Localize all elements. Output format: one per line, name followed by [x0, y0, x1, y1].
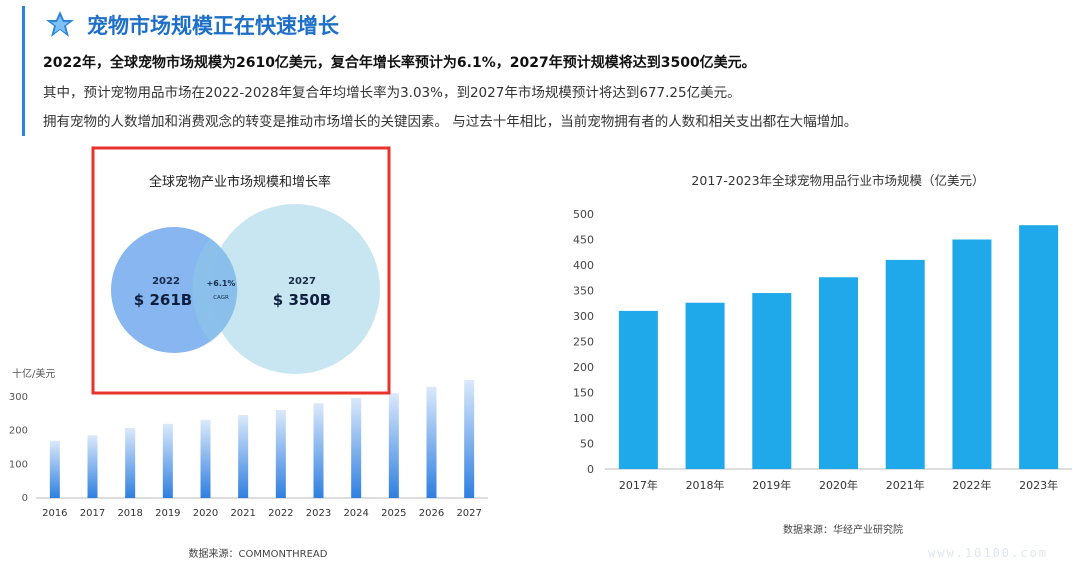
left-bar	[313, 403, 324, 498]
left-x-tick-label: 2024	[343, 508, 368, 519]
venn-right-year: 2027	[288, 276, 316, 287]
left-bar	[49, 440, 60, 498]
summary-line-3: 拥有宠物的人数增加和消费观念的转变是推动市场增长的关键因素。 与过去十年相比，当…	[43, 114, 858, 130]
right-y-tick-label: 0	[587, 463, 594, 476]
venn-overlap	[192, 238, 238, 342]
left-bar	[426, 386, 437, 498]
right-x-tick-label: 2022年	[952, 478, 991, 492]
left-x-tick-label: 2026	[419, 508, 444, 519]
left-y-tick-label: 100	[9, 459, 28, 470]
left-y-tick-label: 200	[9, 426, 28, 437]
right-x-tick-label: 2018年	[686, 478, 725, 492]
right-bar	[752, 293, 792, 469]
venn-cagr-pct: +6.1%	[207, 279, 236, 288]
right-chart-title: 2017-2023年全球宠物用品行业市场规模（亿美元）	[691, 173, 984, 188]
right-y-tick-label: 300	[573, 310, 594, 323]
venn-right-value: $ 350B	[273, 291, 331, 309]
right-x-tick-label: 2017年	[619, 478, 658, 492]
right-bar-chart: 2017-2023年全球宠物用品行业市场规模（亿美元） 0 50 100 150 200…	[573, 173, 1072, 492]
right-bar	[819, 277, 858, 469]
right-y-tick-label: 400	[573, 259, 594, 272]
right-y-tick-label: 250	[573, 336, 594, 349]
venn-left-value: $ 261B	[134, 291, 192, 309]
header-block: 宠物市场规模正在快速增长 2022年，全球宠物市场规模为2610亿美元，复合年增…	[22, 6, 1065, 136]
venn-title: 全球宠物产业市场规模和增长率	[149, 174, 331, 190]
title-row: 宠物市场规模正在快速增长	[45, 10, 339, 40]
highlight-frame	[91, 146, 391, 395]
right-y-tick-label: 450	[573, 234, 594, 247]
right-y-tick-label: 150	[573, 387, 594, 400]
left-source-note: 数据来源：COMMONTHREAD	[189, 547, 328, 560]
right-y-tick-label: 50	[580, 438, 594, 451]
watermark: www.10100.com	[928, 546, 1048, 560]
summary-line-2: 其中，预计宠物用品市场在2022-2028年复合年均增长率为3.03%，到202…	[43, 85, 741, 101]
star-icon	[46, 11, 74, 37]
left-y-tick-label: 300	[9, 392, 28, 403]
left-x-tick-label: 2021	[230, 508, 255, 519]
left-x-tick-label: 2020	[193, 508, 218, 519]
right-y-tick-label: 500	[573, 208, 594, 221]
left-x-tick-label: 2027	[456, 508, 481, 519]
left-bar	[238, 415, 249, 498]
left-bar-chart: 十亿/美元 0 100 200 300 2016 2017 2018 2019 2020 2021…	[9, 367, 488, 519]
right-x-tick-label: 2019年	[752, 478, 791, 492]
left-bar	[464, 380, 475, 498]
venn-circle-2027	[210, 204, 380, 374]
left-x-tick-label: 2019	[155, 508, 180, 519]
left-x-tick-label: 2023	[306, 508, 331, 519]
left-bar	[388, 393, 399, 498]
left-unit-label: 十亿/美元	[12, 367, 55, 380]
venn-left-year: 2022	[152, 276, 180, 287]
left-bar	[162, 423, 173, 498]
right-bar	[1019, 225, 1059, 469]
left-x-tick-label: 2018	[117, 508, 142, 519]
left-x-tick-label: 2025	[381, 508, 406, 519]
page-title: 宠物市场规模正在快速增长	[87, 14, 339, 38]
right-x-tick-label: 2020年	[819, 478, 858, 492]
right-y-tick-label: 200	[573, 361, 594, 374]
summary-line-1: 2022年，全球宠物市场规模为2610亿美元，复合年增长率预计为6.1%，202…	[43, 55, 756, 71]
right-source-note: 数据来源：华经产业研究院	[783, 523, 903, 536]
right-bar	[952, 239, 992, 469]
right-bar	[685, 302, 725, 469]
left-bar	[125, 427, 136, 498]
left-bar	[275, 410, 286, 498]
right-bar	[618, 310, 658, 469]
left-x-tick-label: 2016	[42, 508, 67, 519]
right-bar	[885, 259, 925, 469]
left-bar	[351, 397, 362, 498]
venn-cagr-label: CAGR	[213, 295, 229, 301]
left-bar	[200, 419, 211, 498]
venn-diagram: 全球宠物产业市场规模和增长率 2022 $ 261B +6.1% CAGR 20…	[91, 146, 391, 395]
right-x-tick-label: 2021年	[886, 478, 925, 492]
left-x-tick-label: 2017	[80, 508, 105, 519]
left-bar	[87, 435, 98, 498]
left-y-tick-label: 0	[22, 493, 28, 504]
right-x-tick-label: 2023年	[1019, 478, 1058, 492]
right-y-tick-label: 100	[573, 412, 594, 425]
right-y-tick-label: 350	[573, 285, 594, 298]
left-x-tick-label: 2022	[268, 508, 293, 519]
